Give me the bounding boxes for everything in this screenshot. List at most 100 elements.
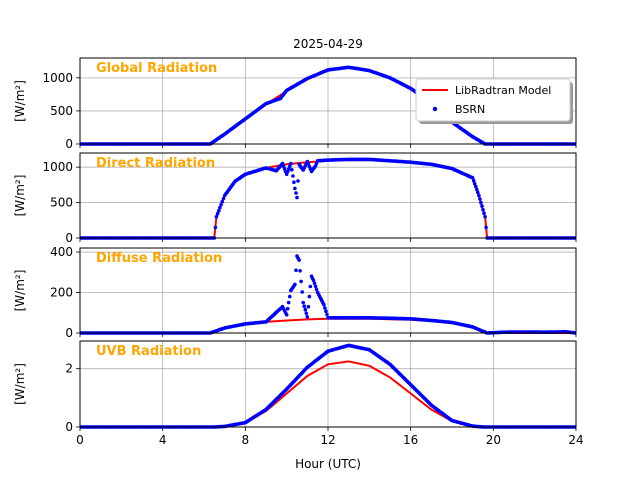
bsrn-point-direct-117 — [221, 196, 226, 201]
bsrn-point-diffuse-208 — [325, 312, 329, 317]
x-tick-label-5: 20 — [486, 433, 501, 447]
x-tick-label-3: 12 — [320, 433, 335, 447]
bsrn-point-direct-114 — [218, 205, 222, 210]
bsrn-point-direct-333 — [474, 184, 478, 189]
bsrn-point-diffuse-192 — [308, 284, 313, 289]
legend-model-label: LibRadtran Model — [455, 84, 551, 97]
legend-bsrn-marker — [432, 106, 438, 112]
bsrn-point-direct-340 — [481, 207, 485, 212]
y-tick-label-direct-0: 0 — [65, 231, 73, 245]
bsrn-point-diffuse-181 — [297, 258, 301, 262]
y-axis-label-uvb: [W/m²] — [13, 363, 27, 405]
chart-title: 2025-04-29 — [293, 37, 363, 51]
bsrn-point-direct-330 — [470, 176, 475, 180]
panel-label-diffuse: Diffuse Radiation — [96, 251, 222, 266]
bsrn-point-direct-343 — [484, 225, 488, 230]
bsrn-point-diffuse-169 — [284, 313, 289, 317]
x-tick-label-2: 8 — [242, 433, 250, 447]
panel-global: 0 500 1000 Global Radiation [W/m²] — [13, 57, 577, 151]
y-axis-label-global: [W/m²] — [13, 80, 27, 122]
bsrn-point-direct-331 — [471, 178, 476, 183]
y-tick-label-diffuse-1: 200 — [50, 286, 73, 300]
bsrn-point-direct-112 — [215, 211, 220, 216]
bsrn-point-diffuse-191 — [307, 294, 312, 299]
bsrn-point-direct-335 — [476, 190, 480, 195]
bsrn-point-diffuse-195 — [311, 278, 316, 283]
bsrn-point-direct-113 — [217, 208, 221, 213]
bsrn-point-direct-178 — [291, 174, 295, 178]
y-tick-label-global-1: 500 — [50, 104, 73, 118]
x-tick-label-0: 0 — [76, 433, 84, 447]
bsrn-point-direct-173 — [285, 169, 290, 174]
bsrn-point-diffuse-188 — [304, 311, 309, 316]
bsrn-point-direct-341 — [482, 211, 486, 215]
y-tick-label-global-2: 1000 — [42, 71, 73, 85]
y-axis-label-diffuse: [W/m²] — [13, 270, 27, 312]
bsrn-point-diffuse-190 — [306, 304, 311, 309]
bsrn-point-diffuse-177 — [293, 282, 297, 287]
bsrn-point-direct-175 — [288, 164, 292, 169]
bsrn-point-diffuse-197 — [313, 284, 318, 289]
bsrn-point-diffuse-183 — [299, 279, 303, 284]
y-tick-label-diffuse-0: 0 — [65, 326, 73, 340]
bsrn-point-diffuse-207 — [324, 309, 328, 314]
bsrn-point-direct-168 — [280, 161, 285, 166]
bsrn-point-direct-338 — [479, 200, 483, 205]
bsrn-point-direct-334 — [475, 187, 479, 192]
plot-area-global — [80, 65, 576, 146]
bsrn-point-direct-110 — [213, 225, 218, 230]
bsrn-point-diffuse-198 — [314, 287, 319, 292]
chart-legend: LibRadtran Model BSRN — [415, 78, 573, 124]
x-axis-label: Hour (UTC) — [295, 457, 361, 471]
bsrn-point-diffuse-187 — [303, 307, 308, 312]
panel-label-global: Global Radiation — [96, 61, 217, 76]
bsrn-point-diffuse-172 — [288, 294, 292, 299]
bsrn-point-direct-115 — [219, 202, 223, 207]
bsrn-point-direct-170 — [282, 167, 287, 171]
y-tick-label-global-0: 0 — [65, 137, 73, 151]
bsrn-point-diffuse-185 — [301, 300, 306, 305]
bsrn-point-direct-182 — [295, 195, 299, 200]
bsrn-point-diffuse-182 — [298, 269, 302, 273]
bsrn-point-diffuse-205 — [322, 302, 326, 307]
bsrn-point-diffuse-170 — [285, 306, 290, 311]
bsrn-point-direct-337 — [478, 197, 482, 201]
panels-group: 0 500 1000 Global Radiation [W/m²] 0 500 1000 Di… — [13, 57, 584, 447]
y-axis-label-direct: [W/m²] — [13, 175, 27, 217]
y-tick-label-uvb-1: 2 — [65, 362, 73, 376]
bsrn-point-direct-339 — [480, 204, 484, 208]
bsrn-point-direct-180 — [293, 186, 297, 191]
panel-label-direct: Direct Radiation — [96, 156, 215, 171]
y-tick-label-uvb-0: 0 — [65, 420, 73, 434]
x-tick-label-1: 4 — [159, 433, 167, 447]
bsrn-point-direct-332 — [472, 181, 477, 186]
bsrn-point-direct-179 — [292, 180, 296, 184]
y-tick-label-direct-1: 500 — [50, 196, 73, 210]
bsrn-point-direct-116 — [220, 199, 225, 204]
bsrn-point-direct-177 — [290, 168, 294, 172]
bsrn-point-diffuse-171 — [286, 300, 291, 305]
panel-label-uvb: UVB Radiation — [96, 344, 201, 359]
bsrn-point-direct-176 — [289, 161, 293, 166]
y-tick-label-diffuse-2: 400 — [50, 245, 73, 259]
panel-diffuse: 0 200 400 Diffuse Radiation [W/m²] — [13, 245, 577, 340]
plot-area-direct — [80, 157, 576, 240]
panel-direct: 0 500 1000 Direct Radiation [W/m²] — [13, 152, 577, 245]
bsrn-point-diffuse-189 — [305, 315, 310, 319]
legend-bsrn-label: BSRN — [455, 103, 485, 116]
bsrn-point-direct-111 — [214, 215, 219, 219]
bsrn-point-diffuse-178 — [294, 268, 298, 273]
bsrn-point-diffuse-206 — [323, 306, 327, 310]
bsrn-point-direct-183 — [296, 179, 300, 183]
x-tick-label-4: 16 — [403, 433, 418, 447]
bsrn-point-diffuse-184 — [300, 290, 305, 294]
bsrn-point-diffuse-186 — [302, 304, 307, 309]
y-tick-label-direct-2: 1000 — [42, 160, 73, 174]
bsrn-point-direct-342 — [483, 215, 487, 219]
bsrn-point-direct-181 — [294, 191, 298, 195]
legend-frame — [415, 78, 571, 122]
bsrn-point-direct-172 — [284, 172, 289, 177]
bsrn-point-direct-336 — [477, 193, 481, 198]
